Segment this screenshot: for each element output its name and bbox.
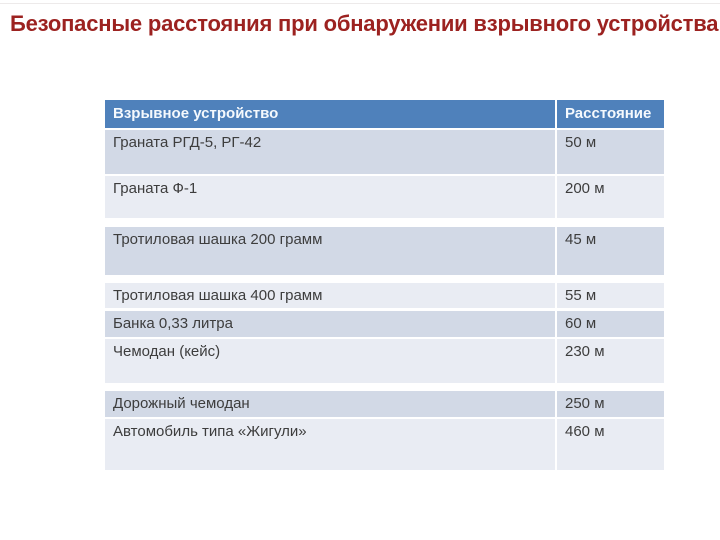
distance-cell: 45 м bbox=[565, 231, 597, 248]
distance-cell: 230 м bbox=[565, 343, 605, 360]
device-cell: Банка 0,33 литра bbox=[113, 315, 233, 332]
device-cell: Тротиловая шашка 200 грамм bbox=[113, 231, 323, 248]
column-divider bbox=[555, 419, 557, 470]
column-divider bbox=[555, 391, 557, 417]
distance-cell: 50 м bbox=[565, 134, 597, 151]
device-cell: Чемодан (кейс) bbox=[113, 343, 221, 360]
table-row: Дорожный чемодан 250 м bbox=[105, 391, 664, 417]
table-row: Тротиловая шашка 200 грамм 45 м bbox=[105, 227, 664, 275]
table-row: Банка 0,33 литра 60 м bbox=[105, 311, 664, 337]
table-row: Автомобиль типа «Жигули» 460 м bbox=[105, 419, 664, 470]
device-cell: Автомобиль типа «Жигули» bbox=[113, 423, 307, 440]
table-row: Граната Ф-1 200 м bbox=[105, 176, 664, 218]
distance-cell: 250 м bbox=[565, 395, 605, 412]
table-row: Тротиловая шашка 400 грамм 55 м bbox=[105, 283, 664, 308]
distance-cell: 460 м bbox=[565, 423, 605, 440]
table-header-row: Взрывное устройство Расстояние bbox=[105, 100, 664, 128]
header-distance-cell: Расстояние bbox=[565, 105, 652, 122]
distance-cell: 200 м bbox=[565, 180, 605, 197]
device-cell: Граната РГД-5, РГ-42 bbox=[113, 134, 262, 151]
table-row: Чемодан (кейс) 230 м bbox=[105, 339, 664, 383]
distance-cell: 60 м bbox=[565, 315, 597, 332]
column-divider bbox=[555, 176, 557, 218]
distance-cell: 55 м bbox=[565, 287, 597, 304]
column-divider bbox=[555, 283, 557, 308]
column-divider bbox=[555, 130, 557, 174]
safe-distances-table: Взрывное устройство Расстояние Граната Р… bbox=[105, 100, 664, 470]
column-divider bbox=[555, 339, 557, 383]
table-row: Граната РГД-5, РГ-42 50 м bbox=[105, 130, 664, 174]
slide-top-edge bbox=[0, 3, 720, 4]
device-cell: Граната Ф-1 bbox=[113, 180, 198, 197]
column-divider bbox=[555, 100, 557, 128]
device-cell: Тротиловая шашка 400 грамм bbox=[113, 287, 323, 304]
device-cell: Дорожный чемодан bbox=[113, 395, 250, 412]
column-divider bbox=[555, 311, 557, 337]
header-device-cell: Взрывное устройство bbox=[113, 105, 279, 122]
column-divider bbox=[555, 227, 557, 275]
slide-title: Безопасные расстояния при обнаружении вз… bbox=[10, 11, 719, 36]
